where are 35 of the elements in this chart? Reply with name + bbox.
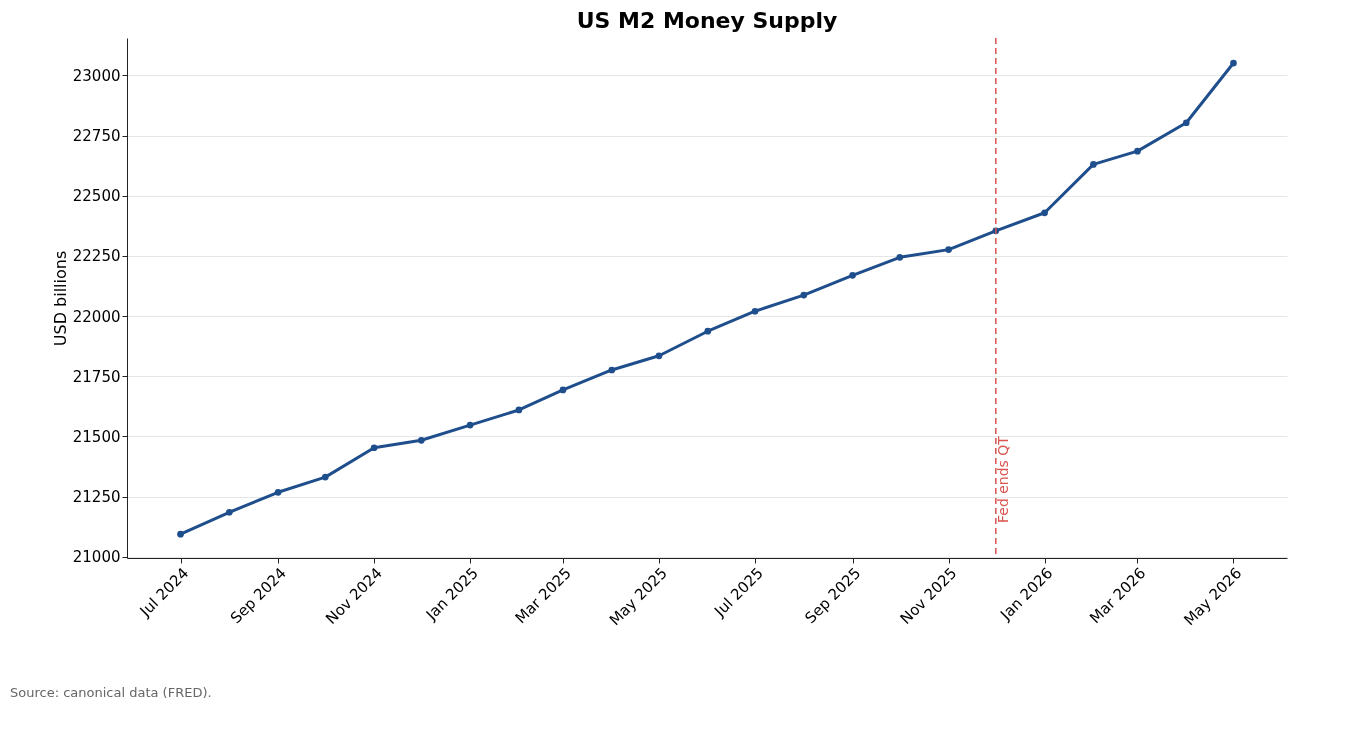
point [1041,209,1048,217]
y-axis-title: USD billions [50,250,70,347]
point [800,291,808,299]
ref-line-label: Fed ends QT [994,435,1011,523]
y-tick-label: 22750 [72,127,121,145]
point [1134,147,1141,155]
point [1230,59,1237,67]
point [370,444,378,452]
point [896,253,904,261]
y-tick-label: 22500 [72,187,121,206]
point [704,327,712,335]
point [655,352,663,360]
y-tick-label: 22250 [72,247,121,266]
y-tick-label: 23000 [72,66,121,85]
source-note: Source: canonical data (FRED). [10,685,212,700]
point [1182,119,1190,127]
point [177,530,184,538]
point [608,366,616,374]
y-tick-label: 21500 [72,427,121,446]
chart-title: US M2 Money Supply [576,8,838,34]
point [849,272,856,279]
point [559,386,567,394]
point [466,421,474,429]
y-tick-label: 21250 [72,488,121,507]
point [1090,161,1097,168]
point [751,307,759,315]
y-tick-label: 21750 [72,367,121,386]
y-tick-label: 22000 [72,307,121,326]
y-tick-label: 21000 [72,548,121,567]
point [321,473,329,481]
point [274,488,282,496]
point [417,436,425,444]
point [225,508,233,516]
point [945,246,952,253]
point [515,406,523,414]
